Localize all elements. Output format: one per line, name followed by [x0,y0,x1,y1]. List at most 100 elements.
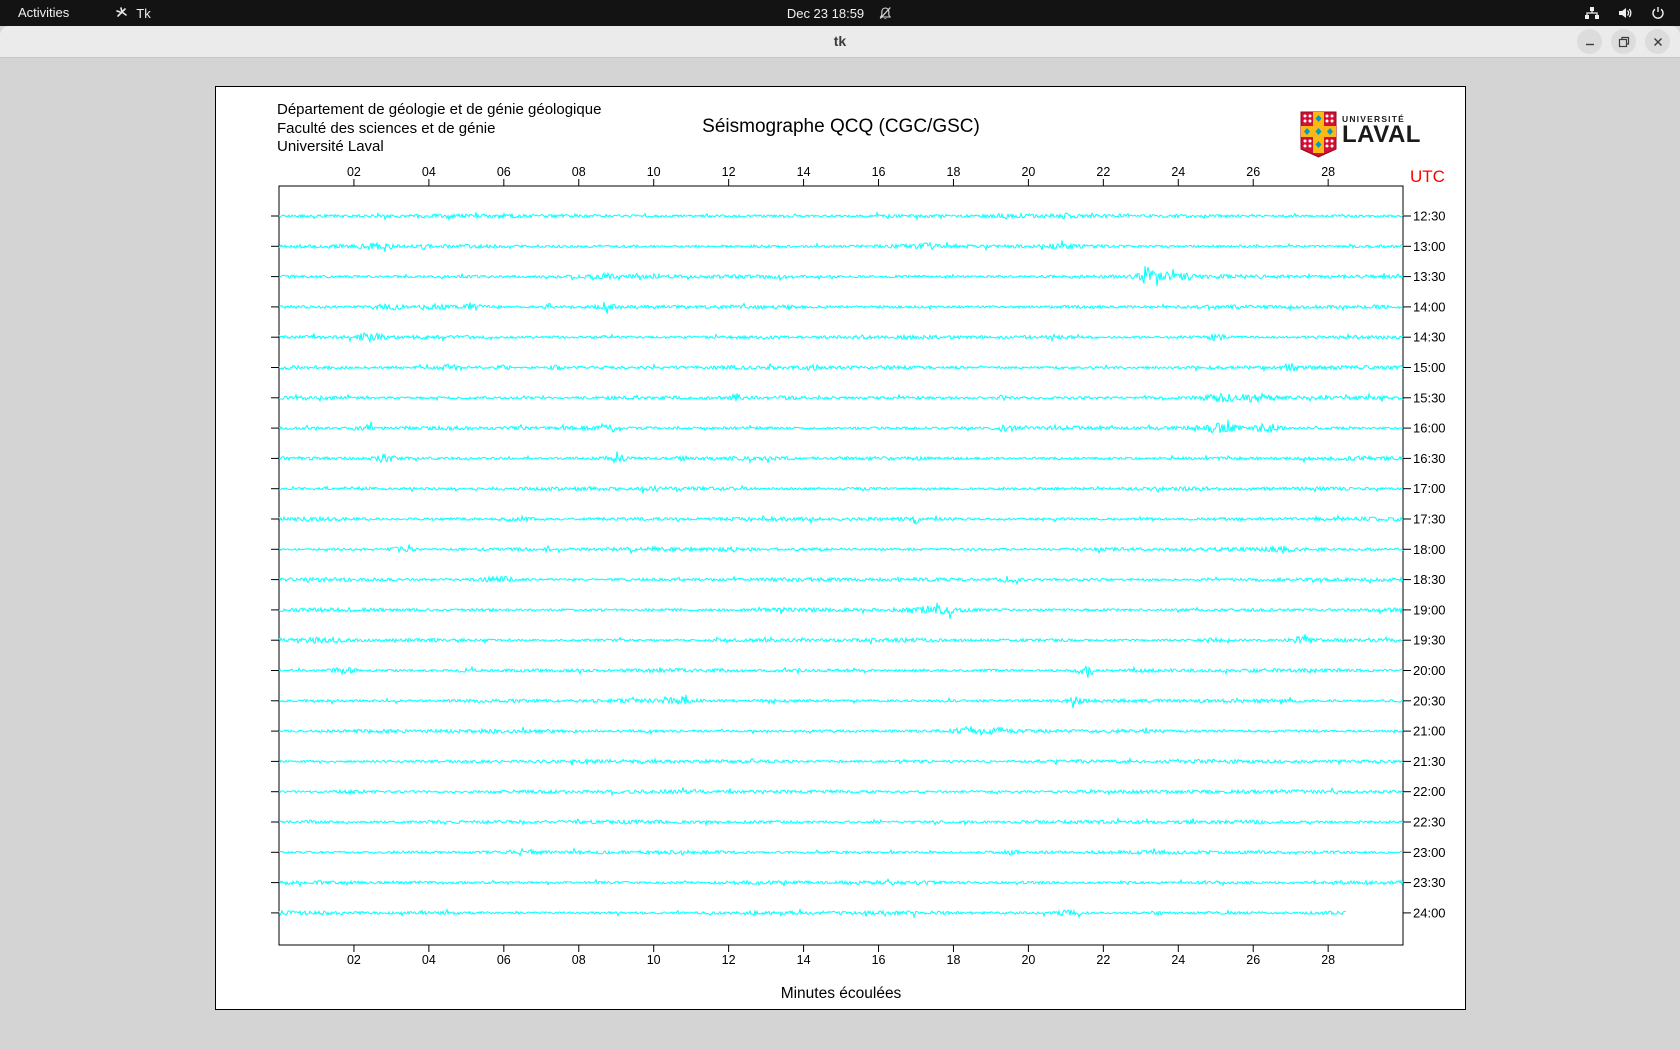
network-icon [1584,5,1600,21]
time-label: 14:00 [1413,299,1446,314]
institution-line: Département de géologie et de génie géol… [277,101,602,118]
x-tick-label-top: 24 [1171,165,1185,179]
trace-row [278,210,1404,222]
trace-row [278,757,1404,766]
time-label: 20:30 [1413,693,1446,708]
time-label: 18:00 [1413,542,1446,557]
x-tick-label-bottom: 04 [422,953,436,967]
institution-line: Université Laval [277,138,384,156]
x-tick-label-top: 28 [1321,165,1335,179]
time-label: 13:30 [1413,269,1446,284]
tk-window-background: Département de géologie et de génie géol… [0,58,1680,1050]
time-label: 23:00 [1413,845,1446,860]
trace-row [278,602,1404,619]
trace-row [278,725,1404,737]
time-label: 23:30 [1413,875,1446,890]
notifications-muted-icon [878,6,893,21]
time-label: 19:30 [1413,633,1446,648]
trace-row [278,634,1404,646]
system-status-area[interactable] [1584,0,1666,26]
x-tick-label-top: 18 [947,165,961,179]
x-tick-label-bottom: 18 [947,953,961,967]
window-title: tk [833,33,847,49]
seismograph-canvas: Département de géologie et de génie géol… [215,86,1466,1010]
trace-row [278,514,1404,526]
x-tick-label-top: 22 [1096,165,1110,179]
chart-title: Séismographe QCQ (CGC/GSC) [702,116,980,137]
trace-row [278,265,1404,287]
trace-row [278,451,1404,465]
trace-row [278,361,1404,373]
x-tick-label-bottom: 14 [797,953,811,967]
volume-icon [1617,5,1633,21]
x-tick-label-bottom: 22 [1096,953,1110,967]
x-tick-label-top: 16 [872,165,886,179]
trace-row [278,694,1404,709]
x-tick-label-top: 10 [647,165,661,179]
institution-header: Département de géologie et de génie géol… [277,101,601,157]
x-tick-label-top: 06 [497,165,511,179]
x-tick-label-bottom: 24 [1171,953,1185,967]
time-label: 17:00 [1413,481,1446,496]
x-tick-label-top: 08 [572,165,586,179]
time-label: 24:00 [1413,905,1446,920]
time-label: 20:00 [1413,663,1446,678]
minimize-button[interactable] [1577,29,1602,54]
trace-row [278,574,1404,586]
trace-row [278,419,1404,434]
logo-universite-text: UNIVERSITÉ [1342,114,1406,124]
x-tick-label-bottom: 26 [1246,953,1260,967]
utc-label: UTC [1410,167,1445,186]
tk-app-icon [115,6,129,20]
x-tick-label-bottom: 28 [1321,953,1335,967]
time-label: 15:30 [1413,390,1446,405]
time-label: 13:00 [1413,239,1446,254]
seismograph-plot: 02 02 04 04 06 06 08 08 10 10 12 12 14 14 16 16 18 18 20 20… [271,165,1446,1002]
trace-row [278,544,1404,555]
gnome-top-bar: Activities Tk Dec 23 18:59 [0,0,1680,26]
time-label: 22:00 [1413,784,1446,799]
x-tick-label-bottom: 16 [872,953,886,967]
x-tick-label-bottom: 08 [572,953,586,967]
x-tick-label-bottom: 20 [1021,953,1035,967]
x-tick-label-top: 12 [722,165,736,179]
time-label: 22:30 [1413,815,1446,830]
x-tick-label-bottom: 10 [647,953,661,967]
trace-row [278,391,1404,403]
x-tick-label-top: 04 [422,165,436,179]
x-tick-label-top: 02 [347,165,361,179]
xaxis-title: Minutes écoulées [781,985,902,1002]
trace-row [278,908,1347,919]
activities-button[interactable]: Activities [18,5,70,20]
x-tick-label-top: 14 [797,165,811,179]
trace-row [278,877,1404,888]
time-label: 21:00 [1413,724,1446,739]
restore-button[interactable] [1611,29,1636,54]
focused-app-indicator[interactable]: Tk [115,5,151,21]
power-icon [1650,5,1666,21]
window-titlebar: tk [0,26,1680,58]
institution-line: Faculté des sciences et de génie [277,119,496,137]
x-tick-label-bottom: 06 [497,953,511,967]
trace-row [278,847,1404,857]
focused-app-label: Tk [136,5,151,21]
trace-row [278,331,1404,344]
time-label: 12:30 [1413,209,1446,224]
trace-row [278,484,1404,494]
clock-button[interactable]: Dec 23 18:59 [787,0,893,26]
plot-border [278,185,1404,946]
time-label: 15:00 [1413,360,1446,375]
trace-row [278,240,1404,252]
time-label: 19:00 [1413,602,1446,617]
x-tick-label-bottom: 02 [347,953,361,967]
trace-row [278,816,1404,827]
time-label: 14:30 [1413,330,1446,345]
x-tick-label-bottom: 12 [722,953,736,967]
universite-laval-logo: UNIVERSITÉ LAVAL [1300,111,1421,164]
x-tick-label-top: 20 [1021,165,1035,179]
trace-row [278,665,1404,678]
close-button[interactable] [1645,29,1670,54]
trace-row [278,301,1404,315]
logo-laval-text: LAVAL [1342,121,1421,148]
time-label: 17:30 [1413,512,1446,527]
